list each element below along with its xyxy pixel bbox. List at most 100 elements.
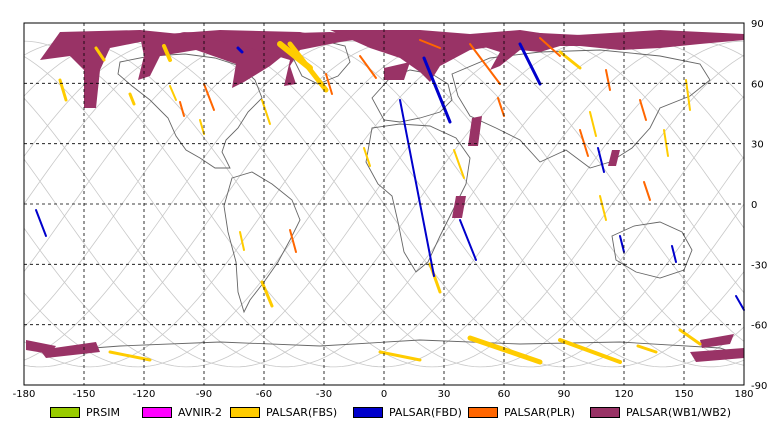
plr-swath [419,39,441,49]
fbs-swath [678,328,702,346]
wb-swath [700,334,734,348]
coastlines [39,39,745,357]
fbs-swath [94,46,106,62]
plr-swath [605,69,611,91]
fbs-swath [685,79,691,111]
fbd-swath [459,219,477,261]
legend-swatch [353,406,383,418]
fbs-swath [162,44,172,62]
fbs-swath [453,149,465,179]
plr-swath [289,229,297,253]
fbs-swath [239,231,245,251]
map-frame [23,22,745,386]
lat-tick-label: 30 [751,140,764,151]
lat-tick-label: -90 [751,381,767,392]
fbd-swath [619,235,625,253]
fbs-swath [199,119,205,135]
plr-swath [359,55,377,79]
coverage-swaths [26,30,745,365]
lat-tick-label: 60 [751,79,764,90]
longitude-ticks: -180 -150 -120 -90 -60 -30 0 30 60 90 120 150 180 [13,389,754,400]
lon-tick-label: -30 [316,389,332,400]
plr-swath [497,97,505,117]
wb-swath [452,196,466,218]
legend-swatch [142,406,172,418]
lon-tick-label: 180 [734,389,753,400]
fbd-swath [422,56,452,124]
plr-swath [639,99,647,121]
fbs-swath [128,92,136,106]
fbs-swath [378,350,422,362]
fbs-swath [599,195,607,221]
lon-tick-label: -90 [196,389,212,400]
lon-tick-label: 150 [674,389,693,400]
fbs-swath [663,129,669,157]
legend-item: PALSAR(PLR) [468,404,575,420]
wb-swath [384,62,410,80]
plr-swath [203,83,215,111]
fbd-swath [236,46,244,54]
fbs-swath [467,335,543,365]
fbs-swath [169,85,177,101]
lon-tick-label: -60 [256,389,272,400]
lon-tick-label: 30 [438,389,451,400]
lat-tick-label: 0 [751,200,757,211]
fbd-swath [35,209,47,237]
legend-item: PRSIM [50,404,120,420]
plr-swath [469,43,501,85]
plr-swath [579,129,589,157]
lat-lon-grid [24,23,744,385]
lon-tick-label: 60 [498,389,511,400]
legend-label: PALSAR(FBS) [266,405,338,419]
legend-swatch [468,406,498,418]
legend-item: PALSAR(FBD) [353,404,462,420]
latitude-ticks: 90 60 30 0 -30 -60 -90 [751,19,767,392]
legend-item: PALSAR(WB1/WB2) [590,404,731,420]
lon-tick-label: -180 [13,389,36,400]
lon-tick-label: -120 [133,389,156,400]
lat-tick-label: 90 [751,19,764,30]
lon-tick-label: -150 [73,389,96,400]
fbs-swath [589,111,597,137]
wb-swath [40,342,100,358]
legend: PRSIM AVNIR-2 PALSAR(FBS) PALSAR(FBD) PALSAR… [0,400,770,426]
legend-label: PALSAR(PLR) [504,405,575,419]
wb-swath [40,30,180,108]
wb-swath [468,116,482,146]
legend-swatch [590,406,620,418]
fbs-swath [108,350,152,362]
wb-swath [560,30,744,50]
legend-label: PALSAR(FBD) [389,405,462,419]
legend-item: PALSAR(FBS) [230,404,337,420]
legend-swatch [50,406,80,418]
fbs-swath [261,99,271,125]
plr-swath [643,181,651,201]
plr-swath [179,101,185,117]
lon-tick-label: 90 [558,389,571,400]
fbs-swath [636,344,658,354]
fbd-swath [399,99,435,277]
legend-item: AVNIR-2 [142,404,222,420]
fbs-swath [260,280,274,308]
wb-swath [608,150,620,166]
legend-swatch [230,406,260,418]
fbs-swath [287,41,329,93]
fbs-swath [558,338,622,364]
fbs-swath [363,147,371,167]
lon-tick-label: 120 [614,389,633,400]
legend-label: PALSAR(WB1/WB2) [626,405,732,419]
lat-tick-label: -30 [751,260,767,271]
plr-swath [539,37,561,57]
legend-label: PRSIM [86,405,120,419]
fbd-swath [735,295,745,311]
fbd-swath [518,42,542,86]
plr-swath [325,73,333,95]
fbd-swath [671,245,677,263]
fbs-swath [558,50,582,70]
lat-tick-label: -60 [751,321,767,332]
wb-swath [690,348,744,362]
legend-label: AVNIR-2 [178,405,222,419]
lon-tick-label: 0 [381,389,387,400]
fbd-swath [597,147,605,173]
